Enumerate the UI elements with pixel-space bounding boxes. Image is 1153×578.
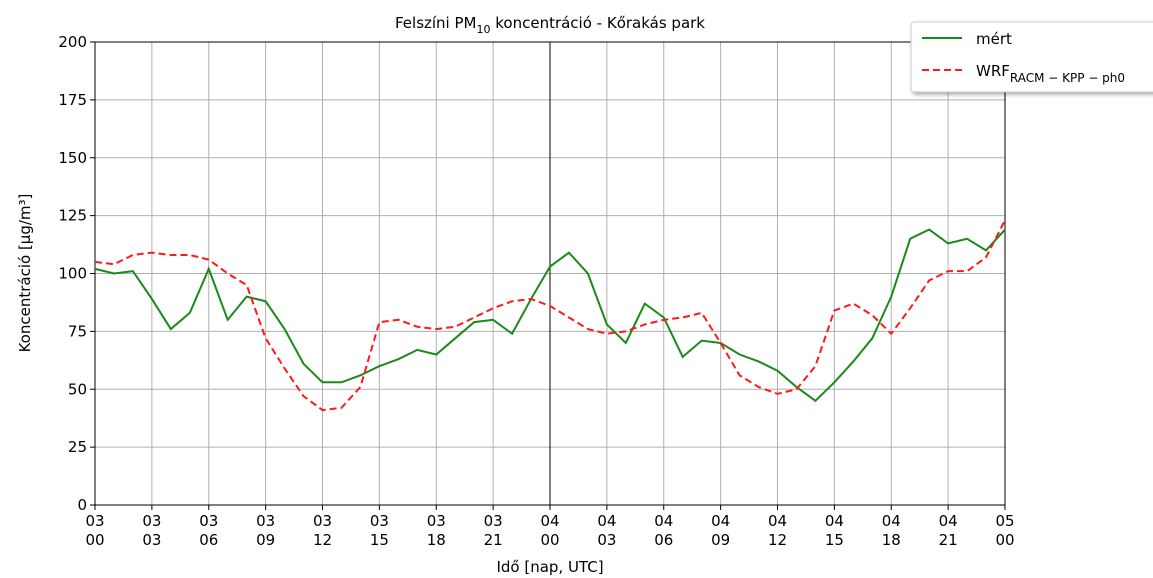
x-tick-label: 03 18 [426,512,446,549]
x-tick-label: 03 12 [312,512,333,549]
x-tick-label: 03 09 [256,512,276,549]
legend-box [910,21,1153,93]
y-tick-label: 100 [58,265,87,283]
legend-label: mért [976,30,1012,48]
x-tick-label: 03 21 [483,512,503,549]
series-line [94,228,1006,403]
title-part: Felszíni PM [395,14,477,32]
plot-frame [94,41,1006,506]
x-tick-label: 05 00 [995,512,1015,549]
x-axis-label: Idő [nap, UTC] [496,558,603,576]
legend-sub: RACM − KPP − ph0 [1010,71,1125,85]
x-tick-label: 04 09 [711,512,731,549]
legend-label: WRFRACM − KPP − ph0 [976,62,1125,85]
y-tick-label: 125 [58,207,87,225]
x-tick-label: 03 15 [369,512,389,549]
title-part: koncentráció - Kőrakás park [490,14,705,32]
x-tick-label: 04 00 [540,512,560,549]
y-tick-label: 75 [68,322,87,340]
x-tick-label: 04 03 [597,512,617,549]
x-tick-label: 03 00 [85,512,105,549]
y-tick-label: 200 [58,33,87,51]
y-tick-label: 175 [58,91,87,109]
legend: mért WRFRACM − KPP − ph0 [910,21,1153,93]
title-sub: 10 [476,23,490,36]
x-tick-label: 04 21 [938,512,958,549]
x-tick-label: 04 12 [767,512,788,549]
y-tick-label: 0 [77,496,87,514]
x-tick-label: 03 06 [199,512,219,549]
y-tick-label: 150 [58,149,87,167]
x-tick-label: 04 18 [881,512,901,549]
legend-name: mért [976,30,1012,48]
y-axis-label: Koncentráció [µg/m³] [16,194,34,353]
x-tick-label: 03 03 [142,512,162,549]
y-tick-label: 50 [68,380,87,398]
series-line [94,219,1006,412]
chart-title: Felszíni PM10 koncentráció - Kőrakás par… [395,14,705,36]
y-tick-label: 25 [68,438,87,456]
x-tick-label: 04 06 [654,512,674,549]
x-tick-label: 04 15 [824,512,844,549]
legend-name: WRF [976,62,1010,80]
